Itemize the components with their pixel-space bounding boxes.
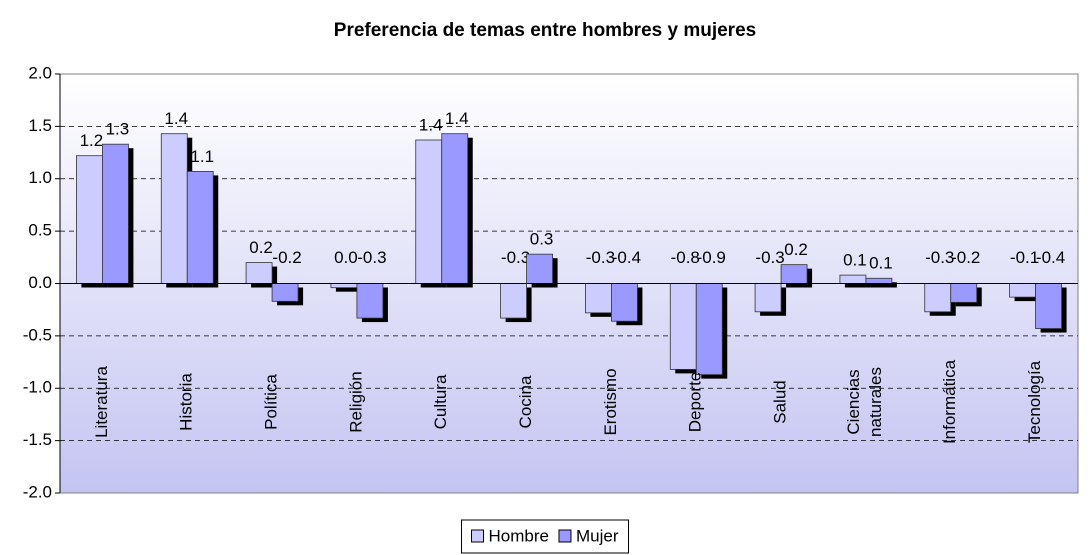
y-tick-label: -1.0 [23, 378, 52, 397]
value-label: 1.4 [164, 109, 188, 128]
legend-swatch [471, 529, 485, 543]
bar [330, 283, 358, 289]
x-tick-label: Historia [177, 373, 196, 431]
y-tick-label: -0.5 [23, 325, 52, 344]
x-tick-label: Literatura [92, 366, 111, 438]
y-tick-label: 1.0 [28, 168, 52, 187]
value-label: -0.3 [501, 248, 530, 267]
chart-title: Preferencia de temas entre hombres y muj… [334, 20, 756, 41]
bar [950, 283, 978, 303]
x-tick-label: Informática [940, 359, 959, 444]
y-tick-label: 0.0 [28, 273, 52, 292]
bar [585, 283, 612, 314]
value-label: 0.2 [784, 240, 808, 259]
value-label: -0.3 [357, 248, 386, 267]
legend-label: Hombre [489, 526, 549, 545]
value-label: -0.2 [272, 248, 301, 267]
bar [500, 283, 527, 319]
x-tick-label: Salud [771, 380, 790, 423]
bar [924, 283, 952, 313]
legend [461, 519, 629, 554]
value-label: -0.9 [697, 248, 726, 267]
bar [1009, 283, 1036, 298]
value-label: 1.4 [419, 115, 443, 134]
bar [186, 171, 214, 284]
bar [245, 262, 273, 284]
bar [76, 155, 103, 284]
bar [1035, 283, 1062, 329]
y-tick-label: -1.5 [23, 430, 52, 449]
bar-shadow [870, 282, 897, 288]
value-label: -0.8 [671, 248, 700, 267]
bar [865, 277, 893, 284]
x-tick-label-line: Ciencias [844, 369, 863, 434]
value-label: 0.2 [249, 238, 273, 257]
x-tick-label: Erotismo [601, 368, 620, 435]
y-tick-label: 2.0 [28, 63, 52, 82]
bar [839, 274, 867, 284]
value-label: 0.1 [843, 251, 867, 270]
bar [780, 264, 808, 284]
bar [611, 283, 638, 322]
bar [415, 139, 443, 284]
value-label: 1.2 [80, 131, 104, 150]
bar [160, 133, 188, 284]
bar [271, 283, 299, 302]
value-label: 1.3 [106, 120, 130, 139]
legend-label: Mujer [576, 526, 619, 545]
value-label: 1.4 [445, 109, 469, 128]
y-tick-label: 1.5 [28, 116, 52, 135]
value-label: -0.4 [1036, 248, 1065, 267]
x-tick-label: Cultura [431, 374, 450, 429]
value-label: -0.3 [925, 248, 954, 267]
value-label: -0.3 [586, 248, 615, 267]
bar-shadow [335, 287, 362, 292]
value-label: 1.1 [190, 147, 214, 166]
y-tick-label: 0.5 [28, 221, 52, 240]
value-label: 0.3 [530, 230, 554, 249]
x-tick-label: Tecnología [1025, 360, 1044, 443]
bar [526, 253, 553, 284]
bar [102, 143, 129, 284]
bar [754, 283, 782, 313]
value-label: 0.0 [334, 248, 358, 267]
x-tick-label: Política [262, 374, 281, 430]
bar [695, 283, 723, 376]
bar [669, 283, 697, 370]
value-label: -0.2 [951, 248, 980, 267]
x-tick-label: Deporte [686, 372, 705, 432]
bar [356, 283, 384, 319]
value-label: -0.4 [612, 248, 641, 267]
value-label: -0.3 [755, 248, 784, 267]
x-tick-label-line: naturales [866, 367, 885, 437]
value-label: -0.1 [1010, 248, 1039, 267]
legend-swatch [558, 529, 572, 543]
value-label: 0.1 [869, 254, 893, 273]
x-tick-label: Religión [346, 371, 365, 432]
x-tick-label: Ciencias naturales [844, 367, 885, 437]
bar [441, 133, 469, 284]
x-tick-label: Cocina [516, 375, 535, 428]
y-tick-label: -2.0 [23, 482, 52, 501]
